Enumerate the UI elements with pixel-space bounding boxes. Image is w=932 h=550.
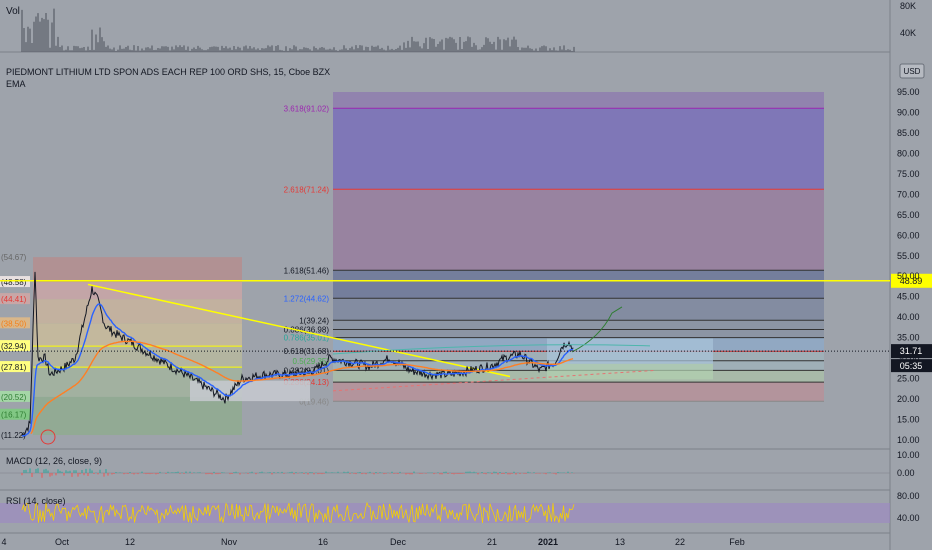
time-tick-label: 12 <box>125 537 135 547</box>
time-tick-label: 13 <box>615 537 625 547</box>
price-tick-label: 65.00 <box>897 210 920 220</box>
fib-extension-label: 0.618(31.68) <box>284 347 330 356</box>
fib-retracement-label: (44.41) <box>1 295 27 304</box>
fib-retracement-label-bg <box>0 390 30 402</box>
time-tick-label: 21 <box>487 537 497 547</box>
fib-extension-zone <box>333 320 824 338</box>
rsi-line <box>21 501 575 524</box>
fib-retracement-zone <box>33 396 242 436</box>
price-tick-label: 55.00 <box>897 251 920 261</box>
price-tick-label: 75.00 <box>897 169 920 179</box>
fib-retracement-label-bg <box>0 317 30 329</box>
fib-retracement-zone <box>33 299 242 324</box>
ema-indicator-label[interactable]: EMA <box>6 79 26 89</box>
price-tick-label: 15.00 <box>897 415 920 425</box>
fib-retracement-label: (38.50) <box>1 319 27 328</box>
rsi-band <box>0 503 890 523</box>
fib-retracement-label-bg <box>0 293 30 305</box>
fib-extension-label: 1.618(51.46) <box>284 266 330 275</box>
rsi-tick-label: 40.00 <box>897 513 920 523</box>
fib-retracement-label: (32.94) <box>1 342 27 351</box>
rsi-tick-label: 80.00 <box>897 491 920 501</box>
volume-tick-label: 80K <box>900 1 916 11</box>
fib-retracement-label: (54.67) <box>1 253 27 262</box>
fib-extension-label: 3.618(91.02) <box>284 104 330 113</box>
fib-retracement-label: (48.58) <box>1 278 27 287</box>
price-tick-label: 30.00 <box>897 353 920 363</box>
price-line[interactable] <box>21 271 574 438</box>
time-tick-label: 22 <box>675 537 685 547</box>
level-price-tag <box>891 273 932 288</box>
fib-extension-label: 0.786(35.01) <box>284 334 330 343</box>
fib-extension-zone <box>333 189 824 271</box>
volume-label: Vol <box>6 6 20 17</box>
price-tick-label: 90.00 <box>897 107 920 117</box>
price-tick-label: 10.00 <box>897 435 920 445</box>
macd-label[interactable]: MACD (12, 26, close, 9) <box>6 456 102 466</box>
projection-arrow[interactable] <box>571 306 623 353</box>
price-tick-label: 95.00 <box>897 87 920 97</box>
fib-extension-label: 0.5(29.35) <box>293 357 330 366</box>
price-tick-label: 40.00 <box>897 312 920 322</box>
currency-label: USD <box>904 67 921 76</box>
level-price-label: 48.89 <box>900 276 923 286</box>
trend-line[interactable] <box>87 283 511 378</box>
symbol-title[interactable]: PIEDMONT LITHIUM LTD SPON ADS EACH REP 1… <box>6 67 330 77</box>
price-tick-label: 80.00 <box>897 148 920 158</box>
fib-extension-label: 0.886(36.98) <box>284 326 330 335</box>
ema-slow-line <box>30 340 574 435</box>
price-tick-label: 50.00 <box>897 271 920 281</box>
price-tick-label: 25.00 <box>897 374 920 384</box>
earnings-marker[interactable] <box>40 429 56 445</box>
time-tick-label: 2021 <box>538 537 558 547</box>
volume-tick-label: 40K <box>900 28 916 38</box>
time-tick-label: Feb <box>729 537 745 547</box>
projection-box <box>547 363 713 380</box>
fib-extension-zone <box>333 92 824 109</box>
rsi-label[interactable]: RSI (14, close) <box>6 496 66 506</box>
price-tick-label: 85.00 <box>897 128 920 138</box>
last-price-label: 31.71 <box>900 346 923 356</box>
fib-extension-zone <box>333 108 824 190</box>
time-tick-label: 4 <box>1 537 6 547</box>
fib-retracement-label: (20.52) <box>1 393 27 402</box>
price-tick-label: 35.00 <box>897 333 920 343</box>
time-tick-label: Dec <box>390 537 407 547</box>
fib-extension-label: 2.618(71.24) <box>284 185 330 194</box>
fib-retracement-label-bg <box>0 276 30 288</box>
fib-extension-label: 0(19.46) <box>299 397 329 406</box>
price-tick-label: 20.00 <box>897 394 920 404</box>
fib-retracement-label-bg <box>0 340 30 352</box>
currency-badge[interactable] <box>899 63 925 79</box>
fib-extension-label: 0.382(27.01) <box>284 366 330 375</box>
fib-retracement-label: (16.17) <box>1 411 27 420</box>
fib-extension-zone <box>333 270 824 299</box>
ema-fast-line <box>21 303 574 437</box>
fib-retracement-label: (27.81) <box>1 363 27 372</box>
time-tick-label: Nov <box>221 537 238 547</box>
time-tick-label: Oct <box>55 537 70 547</box>
fib-extension-label: 1.272(44.62) <box>284 294 330 303</box>
time-tick-label: 16 <box>318 537 328 547</box>
fib-extension-zone <box>333 382 824 402</box>
price-tick-label: 70.00 <box>897 189 920 199</box>
fib-extension-label: 1(39.24) <box>299 316 329 325</box>
macd-tick-label: 0.00 <box>897 468 915 478</box>
fib-retracement-label-bg <box>0 361 30 373</box>
fib-extension-zone <box>333 298 824 321</box>
price-tick-label: 60.00 <box>897 230 920 240</box>
fib-retracement-zone <box>33 257 242 283</box>
fib-retracement-label: (11.22) <box>1 431 26 440</box>
countdown-label: 05:35 <box>900 361 923 371</box>
fib-retracement-zone <box>33 282 242 300</box>
fib-retracement-label-bg <box>0 408 30 420</box>
countdown-tag <box>891 359 932 373</box>
macd-tick-label: 10.00 <box>897 450 920 460</box>
price-tick-label: 45.00 <box>897 292 920 302</box>
last-price-tag <box>891 344 932 359</box>
